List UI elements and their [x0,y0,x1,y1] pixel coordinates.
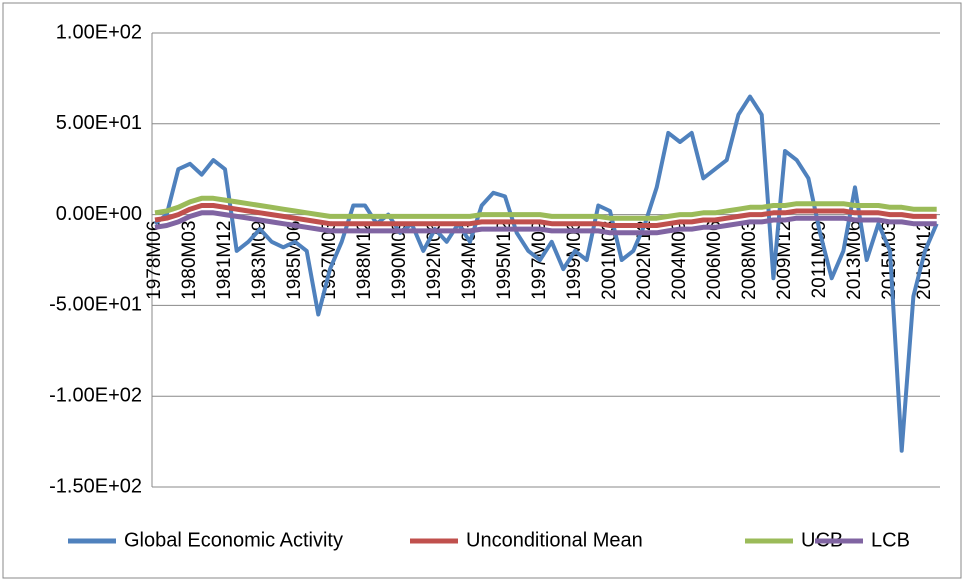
x-tick-label: 1980M03 [179,221,200,300]
x-tick-label: 2006M06 [704,221,725,300]
x-tick-label: 1990M09 [389,221,410,300]
y-tick-label: -1.50E+02 [49,475,142,497]
x-tick-label: 1988M12 [354,221,375,300]
x-tick-label: 1994M03 [459,221,480,300]
x-tick-label: 1999M06 [564,221,585,300]
y-tick-label: -5.00E+01 [49,294,142,316]
x-tick-label: 1995M12 [494,221,515,300]
x-tick-label: 2004M09 [669,221,690,300]
x-tick-label: 2013M06 [844,221,865,300]
legend-label: Global Economic Activity [124,529,343,551]
series-line [154,195,937,221]
x-tick-label: 1987M03 [319,221,340,300]
y-tick-label: 1.00E+02 [56,21,142,43]
legend-label: Unconditional Mean [466,529,643,551]
x-tick-label: 1978M06 [144,221,165,300]
series-line [153,94,939,453]
x-tick-label: 1983M09 [249,221,270,300]
series-line [154,210,937,236]
x-tick-label: 1985M06 [284,221,305,300]
chart-border [2,2,962,579]
x-tick-label: 1981M12 [214,221,235,300]
y-tick-label: -1.00E+02 [49,384,142,406]
y-tick-label: 5.00E+01 [56,112,142,134]
series-line [154,203,937,228]
y-tick-label: 0.00E+00 [56,203,142,225]
x-tick-label: 2008M03 [739,221,760,300]
x-tick-label: 2009M12 [774,221,795,300]
legend-label: LCB [871,529,910,551]
x-tick-label: 2001M03 [599,221,620,300]
x-tick-label: 2011M09 [809,221,830,299]
